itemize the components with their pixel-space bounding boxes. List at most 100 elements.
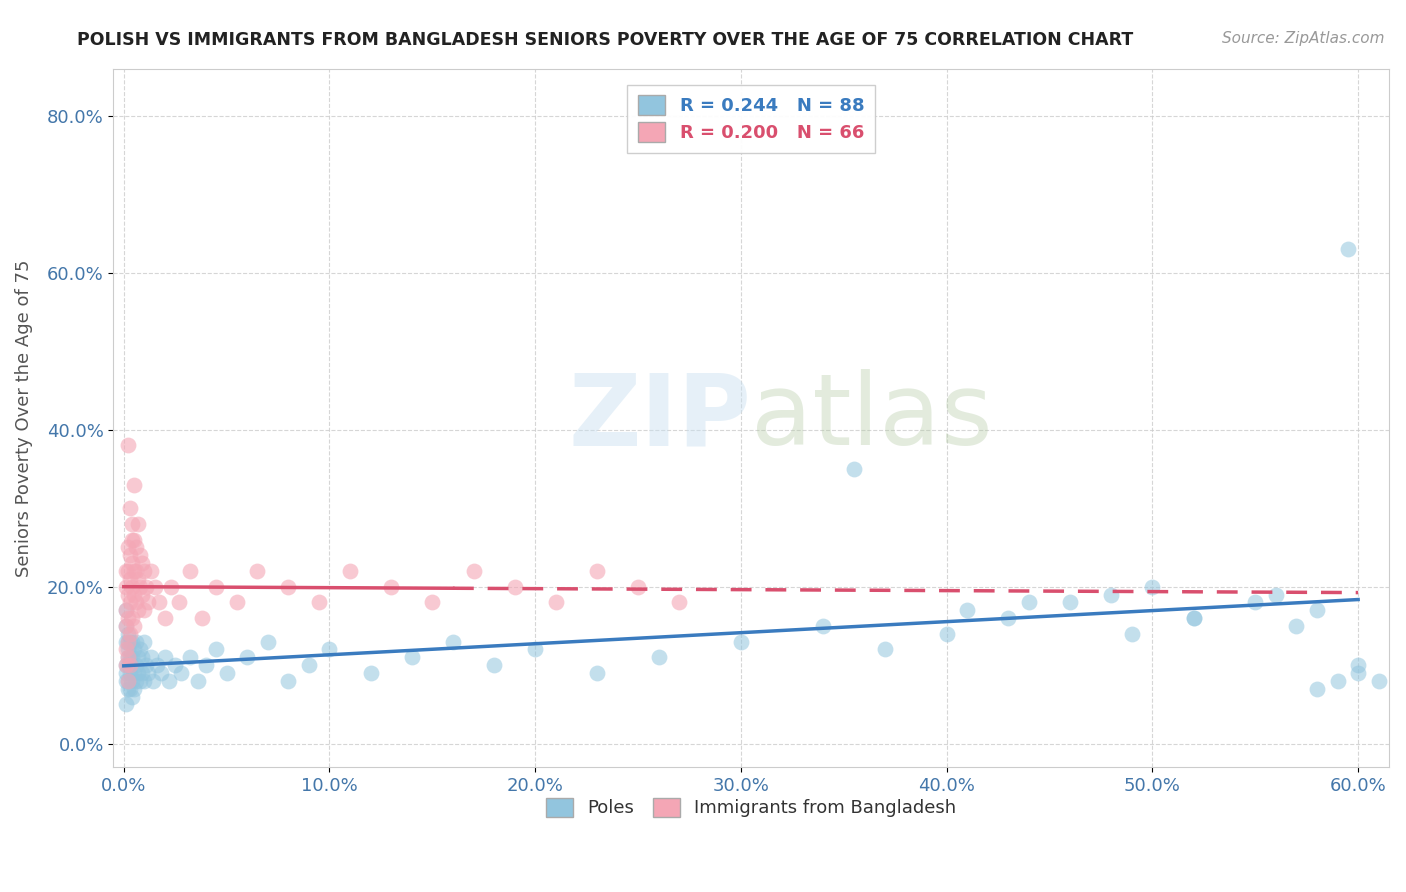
Point <box>380 580 402 594</box>
Point <box>1244 595 1267 609</box>
Point <box>125 634 148 648</box>
Point <box>118 634 141 648</box>
Point <box>956 603 979 617</box>
Point <box>117 564 139 578</box>
Point <box>122 564 145 578</box>
Point <box>114 698 136 712</box>
Point <box>157 673 180 688</box>
Point <box>122 588 145 602</box>
Point <box>143 580 166 594</box>
Point <box>1347 666 1369 681</box>
Point <box>813 619 835 633</box>
Point <box>1306 603 1329 617</box>
Point <box>122 642 145 657</box>
Point <box>134 673 156 688</box>
Point <box>1337 242 1360 256</box>
Point <box>997 611 1019 625</box>
Point <box>165 658 187 673</box>
Point <box>117 634 139 648</box>
Point <box>127 650 149 665</box>
Point <box>131 666 153 681</box>
Point <box>118 627 141 641</box>
Point <box>148 595 170 609</box>
Point <box>122 666 145 681</box>
Point <box>482 658 505 673</box>
Point <box>586 666 609 681</box>
Point <box>318 642 340 657</box>
Point <box>339 564 361 578</box>
Point <box>125 595 148 609</box>
Point <box>125 564 148 578</box>
Point <box>668 595 690 609</box>
Point <box>114 634 136 648</box>
Y-axis label: Seniors Poverty Over the Age of 75: Seniors Poverty Over the Age of 75 <box>15 260 32 576</box>
Point <box>1264 588 1286 602</box>
Text: atlas: atlas <box>751 369 993 467</box>
Point <box>422 595 444 609</box>
Point <box>131 556 153 570</box>
Point <box>1018 595 1040 609</box>
Point <box>114 666 136 681</box>
Point <box>122 477 145 491</box>
Point <box>1182 611 1205 625</box>
Point <box>121 580 143 594</box>
Point <box>627 580 650 594</box>
Point <box>842 462 865 476</box>
Point <box>118 658 141 673</box>
Point <box>114 658 136 673</box>
Point <box>1306 681 1329 696</box>
Point <box>1142 580 1164 594</box>
Point <box>131 650 153 665</box>
Point <box>142 673 165 688</box>
Point <box>129 549 152 563</box>
Point <box>121 650 143 665</box>
Point <box>298 658 321 673</box>
Point <box>935 627 957 641</box>
Point <box>153 611 176 625</box>
Point <box>118 549 141 563</box>
Point <box>117 634 139 648</box>
Point <box>169 595 191 609</box>
Point <box>544 595 567 609</box>
Point <box>118 501 141 516</box>
Point <box>1099 588 1122 602</box>
Point <box>139 650 162 665</box>
Point <box>586 564 609 578</box>
Point <box>117 627 139 641</box>
Point <box>118 658 141 673</box>
Point <box>129 642 152 657</box>
Point <box>118 595 141 609</box>
Point <box>125 658 148 673</box>
Point <box>277 673 299 688</box>
Point <box>647 650 669 665</box>
Point <box>127 572 149 586</box>
Point <box>134 634 156 648</box>
Point <box>1285 619 1308 633</box>
Point <box>117 681 139 696</box>
Point <box>114 564 136 578</box>
Point <box>149 666 172 681</box>
Point <box>118 650 141 665</box>
Point <box>401 650 423 665</box>
Point <box>117 673 139 688</box>
Point <box>195 658 218 673</box>
Point <box>122 681 145 696</box>
Point <box>205 642 228 657</box>
Point <box>205 580 228 594</box>
Point <box>138 666 160 681</box>
Point <box>153 650 176 665</box>
Point <box>117 438 139 452</box>
Point <box>118 572 141 586</box>
Point <box>134 603 156 617</box>
Point <box>463 564 485 578</box>
Point <box>524 642 547 657</box>
Point <box>121 673 143 688</box>
Point <box>114 603 136 617</box>
Point <box>117 650 139 665</box>
Point <box>226 595 249 609</box>
Point <box>215 666 238 681</box>
Point <box>117 642 139 657</box>
Point <box>117 611 139 625</box>
Point <box>121 556 143 570</box>
Point <box>122 619 145 633</box>
